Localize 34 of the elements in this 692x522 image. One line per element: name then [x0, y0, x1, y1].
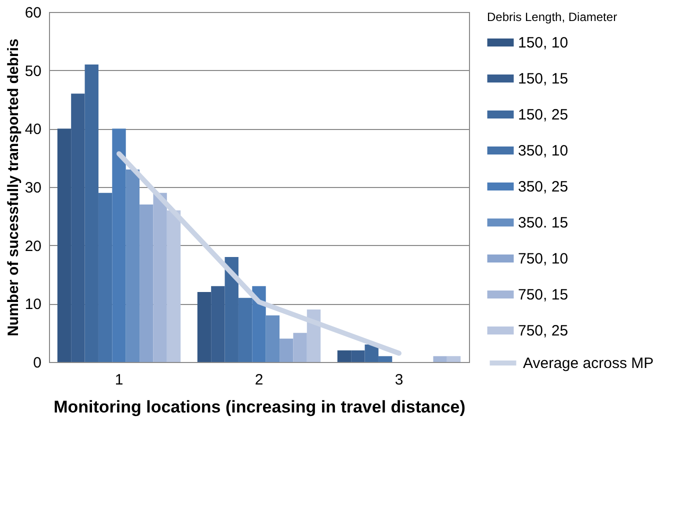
legend-label: 350. 15	[518, 214, 568, 232]
legend-label: 750, 25	[518, 322, 568, 340]
bar	[446, 356, 461, 362]
bar	[433, 356, 447, 362]
legend-label: 150, 10	[518, 34, 568, 52]
bar	[252, 286, 266, 362]
x-tick-label: 1	[114, 372, 124, 388]
bar	[112, 128, 126, 362]
legend-label: 350, 10	[518, 142, 568, 160]
legend-label: 350, 25	[518, 178, 568, 196]
y-tick-label: 0	[33, 354, 42, 372]
bar	[293, 332, 307, 362]
y-tick-label: 50	[24, 62, 42, 80]
x-tick-label: 2	[254, 372, 264, 388]
y-tick-label: 10	[24, 296, 42, 314]
y-tick-label: 60	[24, 4, 42, 22]
bar	[126, 170, 140, 362]
x-tick-label: 3	[394, 372, 404, 388]
legend-label: 750, 15	[518, 286, 568, 304]
x-axis-title: Monitoring locations (increasing in travel distance)	[54, 398, 466, 416]
legend-label: 150, 15	[518, 70, 568, 88]
y-tick-label: 20	[24, 238, 42, 255]
legend-label: 750, 10	[518, 250, 568, 268]
y-tick-label: 30	[24, 180, 42, 196]
legend-label: Average across MP	[523, 355, 654, 372]
y-axis-title: Number of sucessfully transported debris	[4, 38, 22, 336]
bar	[266, 315, 280, 362]
bar	[280, 338, 294, 362]
legend-title: Debris Length, Diameter	[487, 10, 618, 24]
bar	[140, 204, 154, 362]
bar	[153, 192, 167, 362]
y-tick-label: 40	[24, 121, 42, 138]
bar	[166, 210, 181, 362]
legend-label: 150, 25	[518, 106, 568, 124]
